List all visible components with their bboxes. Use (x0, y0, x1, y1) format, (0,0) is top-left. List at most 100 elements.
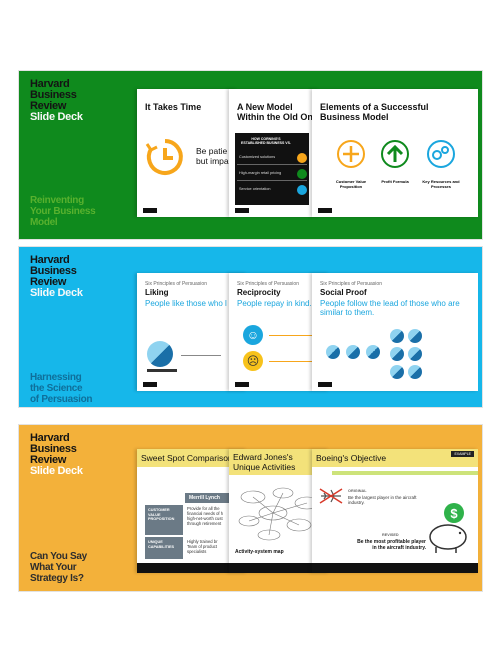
subtitle-line: Strategy Is? (30, 573, 84, 584)
column-head: Merrill Lynch (185, 493, 245, 503)
airplane-crossed-icon (319, 488, 343, 504)
slide-title: Edward Jones's Unique Activities (233, 452, 295, 472)
title-bar (137, 449, 247, 467)
line: financial needs of h (187, 511, 224, 516)
slide-heading: Liking (145, 288, 169, 297)
row-label: CUSTOMER VALUE PROPOSITION (148, 508, 175, 521)
activity-map-diagram (238, 487, 320, 541)
deck-card-science-of-persuasion[interactable]: Harvard Business Review Slide Deck Harne… (18, 246, 483, 408)
sphere-icon (408, 365, 422, 379)
element-label: Profit Formula (381, 179, 409, 184)
slide-elements-business-model[interactable]: Elements of a Successful Business Model … (312, 89, 478, 217)
brand-slide-deck: Slide Deck (30, 111, 83, 123)
row-label-box: UNIQUE CAPABILITIES (145, 537, 183, 559)
deck-card-say-what-strategy-is[interactable]: Harvard Business Review Slide Deck Can Y… (18, 424, 483, 592)
sphere-icon (390, 329, 404, 343)
connector-line (181, 355, 221, 356)
subtitle-line: Reinventing (30, 195, 84, 206)
line: Edward Jones's (233, 452, 293, 462)
example-badge: EXAMPLE (451, 451, 474, 457)
element-label: Customer Value Proposition (335, 179, 367, 189)
slide-line: People like those who l (145, 299, 227, 308)
slide-kicker: Six Principles of Persuasion (320, 281, 382, 287)
slide-kicker: Six Principles of Persuasion (145, 281, 207, 287)
slide-title: Sweet Spot Comparison (141, 453, 233, 463)
column-head-text: Merrill Lynch (189, 495, 220, 501)
subtitle-line: Harnessing (30, 372, 82, 383)
slide-body: Be patie but impa (196, 146, 229, 166)
deck-subtitle: Harnessing the Science of Persuasion (30, 372, 93, 405)
original-text: Be the largest player in the aircraft in… (348, 495, 417, 505)
subtitle-line: Model (30, 217, 58, 228)
box-title: HOW CORNING'S ESTABLISHED BUSINESS VS. (241, 137, 291, 145)
box-item: Service orientation (239, 187, 271, 191)
line: in the aircraft industry. (372, 545, 426, 551)
clock-icon (145, 139, 183, 175)
tab-strip (332, 471, 478, 475)
divider (237, 180, 307, 181)
slide-title: Boeing's Objective (316, 453, 387, 463)
footer-bar (229, 563, 329, 573)
slide-sweet-spot[interactable]: Sweet Spot Comparison Merrill Lynch CUST… (137, 449, 247, 573)
subtitle-line: the Science (30, 383, 83, 394)
sphere-icon (147, 341, 173, 367)
line: specialists (187, 549, 207, 554)
arrow-line (269, 361, 313, 362)
sphere-icon (408, 347, 422, 361)
hbr-logo (235, 382, 249, 387)
element-label: Key Resources and Processes (422, 179, 460, 189)
brand-slide-deck: Slide Deck (30, 465, 83, 477)
body-line: but impa (196, 156, 229, 166)
brand-line: Business (30, 443, 77, 455)
slide-title: Elements of a Successful Business Model (320, 102, 429, 122)
plus-icon (297, 153, 307, 163)
hbr-brand: Harvard Business Review Slide Deck (30, 255, 83, 299)
sphere-icon (366, 345, 380, 359)
hbr-logo (143, 382, 157, 387)
brand-line: Business (30, 89, 77, 101)
row-text: Highly trained br Team of product specia… (187, 539, 218, 554)
sphere-icon (390, 365, 404, 379)
row-text: Provide for all the financial needs of h… (187, 506, 223, 526)
line: similar to them. (320, 308, 375, 317)
line: People follow the lead of those who are (320, 299, 460, 308)
brand-line: Harvard (30, 78, 70, 90)
svg-text:$: $ (450, 506, 458, 521)
line: Unique Activities (233, 462, 296, 472)
sphere-icon (346, 345, 360, 359)
arrow-up-circle-icon (381, 140, 409, 168)
slide-social-proof[interactable]: Six Principles of Persuasion Social Proo… (312, 273, 478, 391)
diagram-caption: Activity-system map (235, 549, 284, 555)
subtitle-line: Can You Say (30, 551, 87, 562)
slide-boeing-objective[interactable]: Boeing's Objective EXAMPLE ORIGINAL Be t… (312, 449, 478, 573)
revised-text: Be the most profitable player in the air… (346, 539, 426, 551)
line: through retirement (187, 521, 222, 526)
brand-line: Harvard (30, 254, 70, 266)
sphere-icon (408, 329, 422, 343)
plus-circle-icon (337, 140, 365, 168)
hbr-logo (318, 382, 332, 387)
slide-kicker: Six Principles of Persuasion (237, 281, 299, 287)
hbr-logo (318, 208, 332, 213)
pedestal (147, 369, 177, 372)
hbr-brand: Harvard Business Review Slide Deck (30, 79, 83, 123)
line: high-net-worth cust (187, 516, 223, 521)
slide-it-takes-time[interactable]: It Takes Time Be patie but impa (137, 89, 237, 217)
footer-bar (312, 563, 478, 573)
slide-liking[interactable]: Six Principles of Persuasion Liking Peop… (137, 273, 247, 391)
gears-circle-icon (427, 140, 455, 168)
smiley-happy-icon: ☺ (243, 325, 263, 345)
line: Be the most profitable player (357, 539, 426, 545)
brand-line: Business (30, 265, 77, 277)
slide-heading: Reciprocity (237, 288, 281, 297)
deck-card-reinventing-business-model[interactable]: Harvard Business Review Slide Deck Reinv… (18, 70, 483, 240)
slide-new-model[interactable]: A New Model Within the Old One HOW CORNI… (229, 89, 319, 217)
slide-title: It Takes Time (145, 102, 202, 112)
line: Highly trained br (187, 539, 218, 544)
hbr-logo (143, 208, 157, 213)
box-item: High-margin retail pricing (239, 171, 282, 175)
footer-bar (137, 563, 247, 573)
slide-line: People follow the lead of those who are … (320, 299, 460, 317)
revised-label: REVISED (382, 533, 399, 537)
line: Provide for all the (187, 506, 220, 511)
